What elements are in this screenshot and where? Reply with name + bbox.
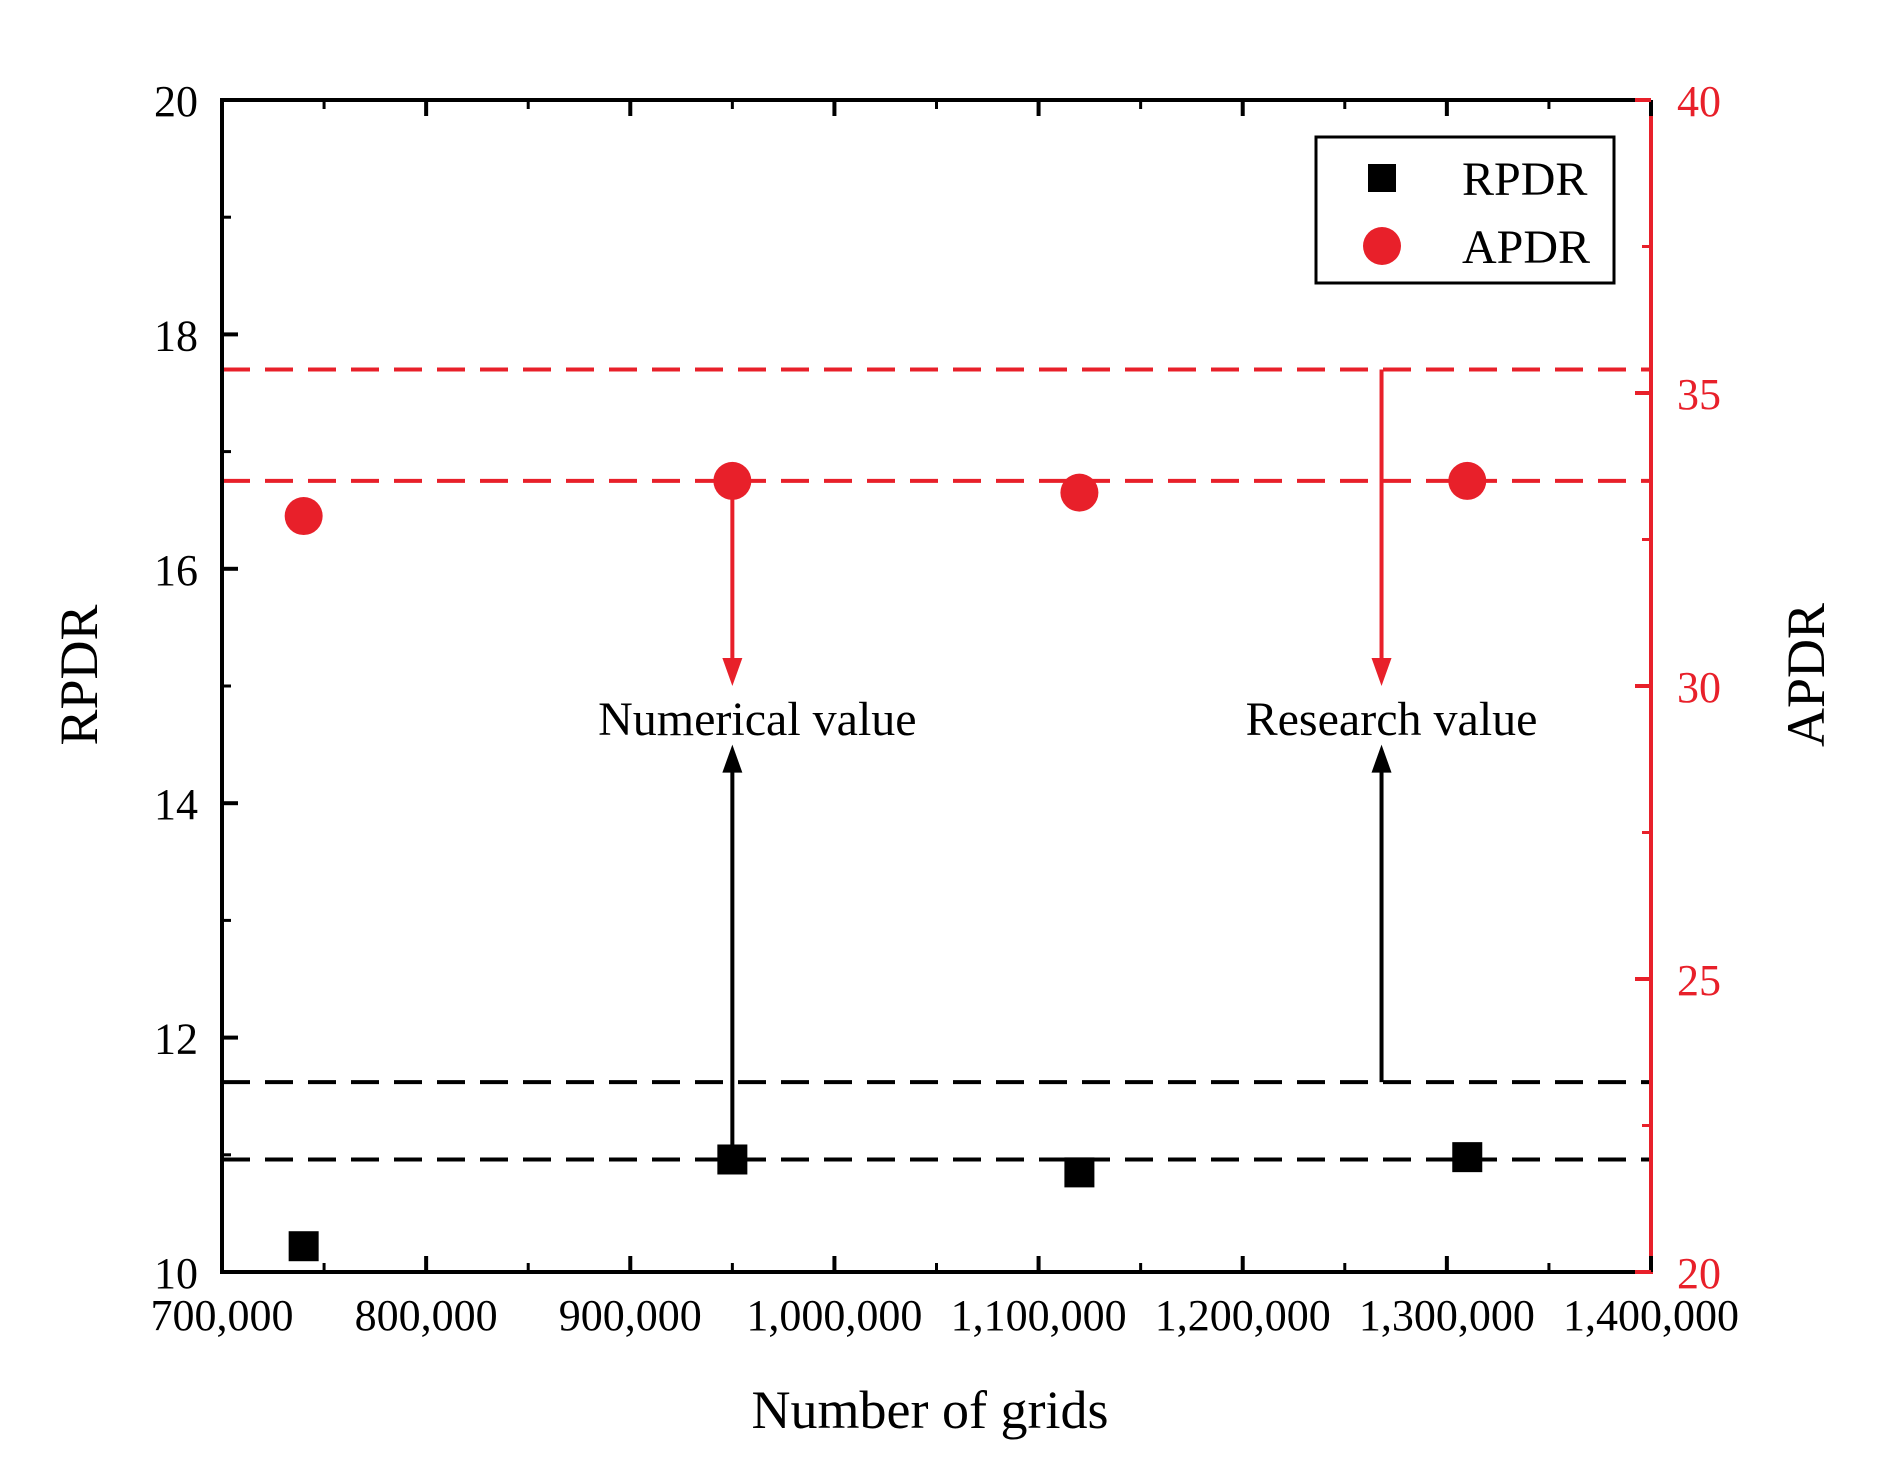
rpdr-point xyxy=(1064,1157,1095,1188)
annotation-research-label: Research value xyxy=(1246,693,1538,746)
x-tick-label: 1,300,000 xyxy=(1359,1291,1535,1340)
legend-label-apdr: APDR xyxy=(1462,221,1590,274)
y-tick-label-left: 20 xyxy=(154,77,198,126)
rpdr-point xyxy=(717,1144,748,1175)
y-tick-label-right: 40 xyxy=(1677,77,1721,126)
apdr-point xyxy=(1448,461,1487,500)
annotations: Numerical value Research value xyxy=(598,369,1538,1160)
x-tick-label: 800,000 xyxy=(355,1291,498,1340)
x-tick-label: 1,100,000 xyxy=(951,1291,1127,1340)
annotation-numerical-black-arrow-head xyxy=(722,744,743,773)
y-axis-title-right: APDR xyxy=(1776,603,1836,747)
y-tick-label-left: 14 xyxy=(154,780,198,829)
y-tick-label-left: 12 xyxy=(154,1015,198,1064)
legend: RPDR APDR xyxy=(1314,135,1616,285)
apdr-point xyxy=(713,461,752,500)
legend-label-rpdr: RPDR xyxy=(1462,153,1587,206)
annotation-numerical-red-arrow-head xyxy=(722,658,743,686)
legend-marker-apdr xyxy=(1363,227,1401,265)
y-tick-label-right: 30 xyxy=(1677,663,1721,712)
legend-box xyxy=(1314,135,1616,285)
apdr-point xyxy=(284,497,323,536)
axes: 700,000 800,000 900,000 1,000,000 1,100,000 1… xyxy=(151,77,1740,1340)
y-axis-title-left: RPDR xyxy=(49,604,109,745)
x-tick-label: 900,000 xyxy=(559,1291,702,1340)
legend-marker-rpdr xyxy=(1368,164,1396,192)
y-tick-label-right: 35 xyxy=(1677,370,1721,419)
x-tick-label: 700,000 xyxy=(151,1291,294,1340)
rpdr-point xyxy=(1452,1142,1483,1173)
y-tick-label-left: 10 xyxy=(154,1249,198,1298)
annotation-research-black-arrow-head xyxy=(1371,744,1392,773)
x-tick-label: 1,200,000 xyxy=(1155,1291,1331,1340)
x-tick-label: 1,000,000 xyxy=(746,1291,922,1340)
x-axis-title: Number of grids xyxy=(752,1380,1109,1440)
y-tick-label-right: 20 xyxy=(1677,1249,1721,1298)
apdr-point xyxy=(1060,473,1099,512)
x-tick-label: 1,400,000 xyxy=(1563,1291,1739,1340)
rpdr-point xyxy=(288,1231,319,1262)
y-tick-label-right: 25 xyxy=(1677,956,1721,1005)
data-marks xyxy=(284,461,1487,1262)
y-tick-label-left: 18 xyxy=(154,311,198,360)
y-tick-label-left: 16 xyxy=(154,546,198,595)
reference-lines xyxy=(222,367,1651,1162)
annotation-research-red-arrow-head xyxy=(1371,658,1392,686)
annotation-numerical-label: Numerical value xyxy=(598,693,917,746)
